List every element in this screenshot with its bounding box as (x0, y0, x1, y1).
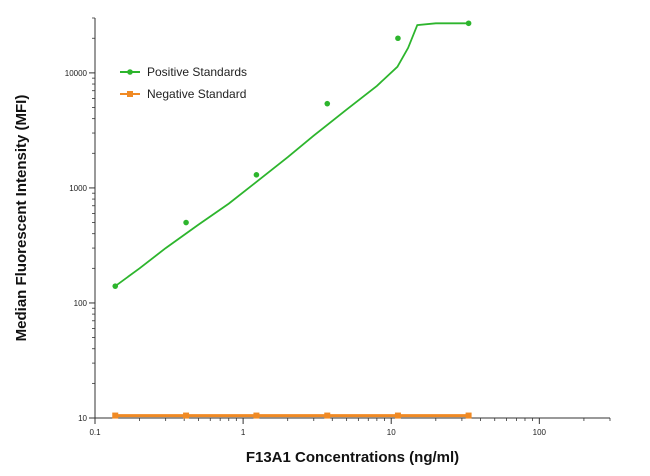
legend-item: Negative Standard (120, 87, 246, 101)
x-tick-label: 10 (387, 428, 396, 437)
y-tick-label: 100 (74, 299, 88, 308)
data-point (324, 412, 331, 419)
data-point (253, 412, 260, 419)
data-point (112, 412, 119, 419)
y-tick-label: 10 (78, 414, 87, 423)
data-point (183, 412, 190, 419)
legend-label: Negative Standard (147, 87, 246, 101)
series-1 (112, 412, 472, 419)
series-0 (112, 20, 472, 289)
data-point (183, 219, 189, 226)
data-point (394, 412, 401, 419)
y-tick-label: 1000 (69, 184, 87, 193)
y-axis-title: Median Fluorescent Intensity (MFI) (13, 95, 30, 342)
data-point (253, 172, 260, 178)
data-point (324, 100, 331, 107)
x-tick-label: 1 (241, 428, 246, 437)
legend: Positive Standards Negative Standard (120, 65, 247, 101)
fit-curve (114, 22, 469, 287)
series-layer (112, 20, 472, 419)
y-axis-ticks: 10 100 1000 10000 (65, 17, 95, 423)
x-tick-label: 0.1 (89, 428, 101, 437)
legend-label: Positive Standards (147, 65, 247, 79)
data-point (465, 412, 472, 419)
y-tick-label: 10000 (65, 69, 88, 78)
legend-item: Positive Standards (120, 65, 247, 79)
data-point (395, 35, 401, 42)
data-point (112, 283, 119, 289)
legend-marker (127, 91, 133, 97)
x-axis-title: F13A1 Concentrations (ng/ml) (246, 449, 459, 466)
legend-marker (127, 69, 133, 75)
data-point (465, 20, 472, 27)
x-tick-label: 100 (533, 428, 547, 437)
x-axis-ticks: 0.1 1 10 100 (89, 418, 611, 437)
